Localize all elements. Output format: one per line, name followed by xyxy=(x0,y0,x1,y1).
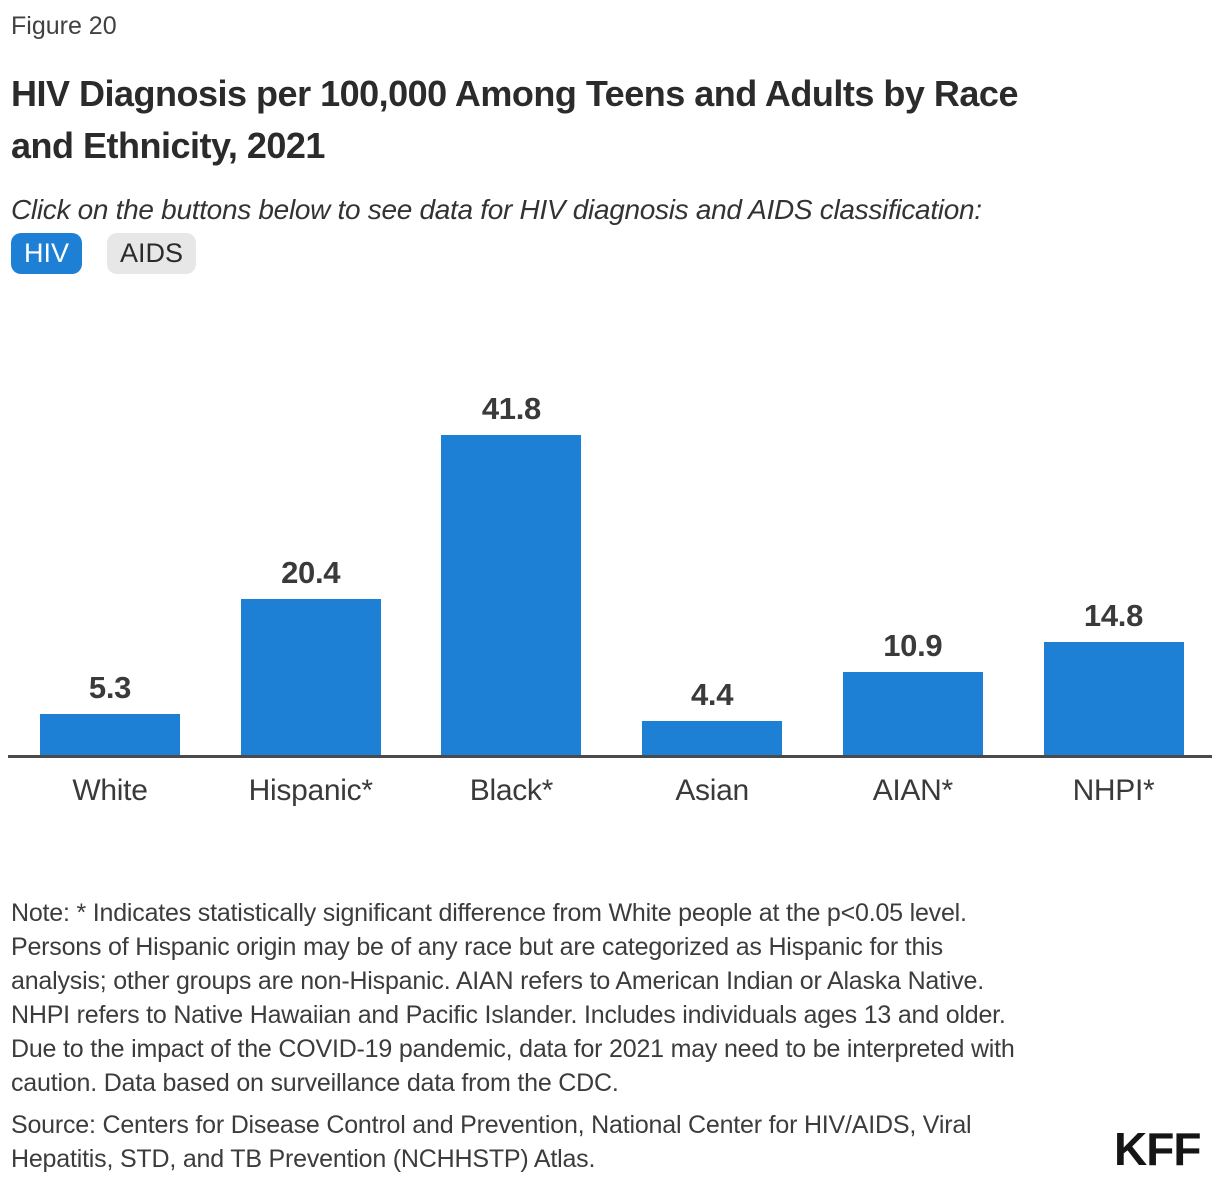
bar-hispanic[interactable] xyxy=(240,599,381,755)
page-title: HIV Diagnosis per 100,000 Among Teens an… xyxy=(11,73,1018,166)
bar-chart: 5.3 White 20.4 Hispanic* 41.8 Black* 4.4 Asian 1… xyxy=(0,380,1220,810)
bar-aian[interactable] xyxy=(842,672,983,755)
category-label-asian: Asian xyxy=(675,774,749,807)
value-label-white: 5.3 xyxy=(88,670,132,705)
bar-black[interactable] xyxy=(441,435,582,755)
hiv-button[interactable]: HIV xyxy=(11,233,83,274)
category-label-white: White xyxy=(72,774,148,807)
value-label-asian: 4.4 xyxy=(690,677,734,712)
aids-button[interactable]: AIDS xyxy=(107,233,197,274)
figure-label: Figure 20 xyxy=(11,12,117,40)
value-label-hispanic: 20.4 xyxy=(281,555,341,590)
x-axis-line xyxy=(8,755,1212,758)
value-label-nhpi: 14.8 xyxy=(1083,598,1144,633)
value-label-aian: 10.9 xyxy=(883,628,943,663)
category-label-hispanic: Hispanic* xyxy=(248,774,373,807)
category-label-nhpi: NHPI* xyxy=(1072,774,1155,807)
bar-asian[interactable] xyxy=(642,721,783,755)
value-label-black: 41.8 xyxy=(481,391,541,426)
chart-toggle-buttons: HIV AIDS xyxy=(11,233,197,274)
note-text: Note: * Indicates statistically signific… xyxy=(11,899,1015,1097)
chart-subtitle: Click on the buttons below to see data f… xyxy=(11,194,982,225)
bar-white[interactable] xyxy=(40,714,180,755)
source-text: Source: Centers for Disease Control and … xyxy=(11,1111,972,1173)
category-label-black: Black* xyxy=(469,774,554,807)
bar-nhpi[interactable] xyxy=(1043,642,1184,755)
kff-logo: KFF xyxy=(1114,1123,1201,1175)
category-label-aian: AIAN* xyxy=(872,774,954,807)
